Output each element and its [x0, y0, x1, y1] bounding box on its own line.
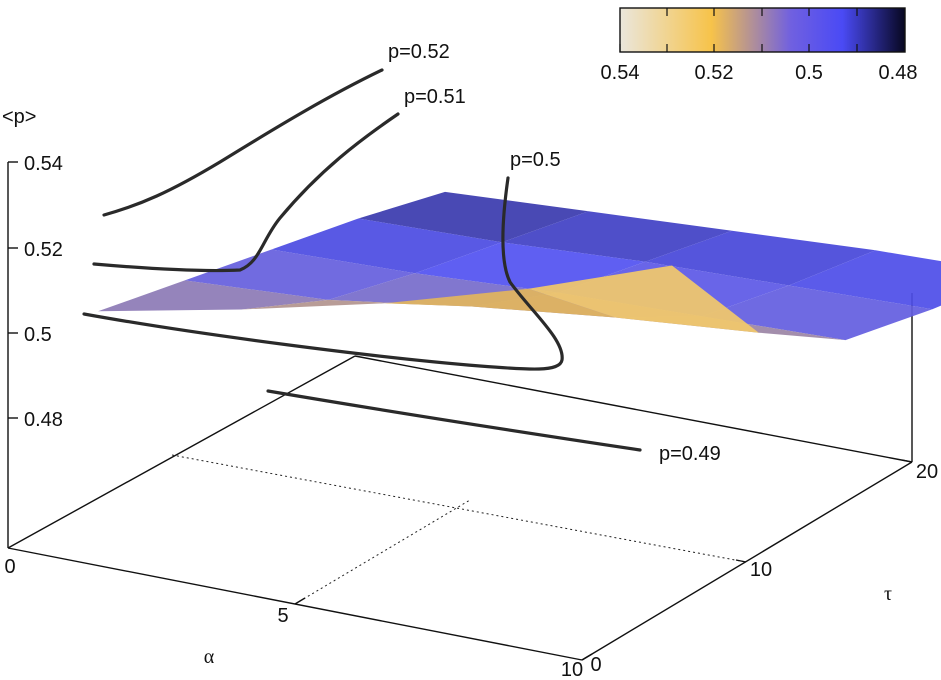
surface-patch — [184, 249, 415, 300]
x-tick — [581, 653, 593, 661]
colorbar: 0.54 0.52 0.5 0.48 — [601, 7, 918, 84]
z-tick-label: 0.48 — [24, 409, 63, 431]
surface-patch — [271, 218, 502, 274]
y-tick-label: 20 — [916, 461, 938, 483]
contour-line-0.5 — [82, 176, 564, 371]
axis-frame — [7, 162, 913, 661]
contour-label-0.5: p=0.5 — [510, 149, 561, 171]
surface-patch — [645, 230, 876, 286]
contour-line-0.52 — [102, 68, 384, 217]
z-tick-label: 0.5 — [24, 324, 52, 346]
y-tick — [901, 459, 913, 463]
colorbar-tick-label: 0.48 — [879, 62, 918, 84]
x-tick-label: 10 — [561, 659, 583, 680]
y-tick — [735, 559, 747, 563]
surface-patch — [358, 191, 589, 243]
z-tick-label: 0.52 — [24, 239, 63, 261]
x-tick-label: 5 — [277, 605, 288, 627]
y-tick-label: 10 — [750, 559, 772, 581]
colorbar-ticks — [619, 8, 858, 52]
y-axis-line — [581, 461, 913, 661]
contour-line-0.51 — [92, 112, 400, 273]
z-tick-label: 0.54 — [24, 153, 63, 175]
contour-label-0.49: p=0.49 — [659, 443, 721, 465]
colorbar-tick-label: 0.5 — [795, 62, 823, 84]
floor-grid — [171, 454, 747, 605]
surface-patch — [98, 280, 329, 312]
contour-lines — [82, 68, 642, 452]
z-axis-title: <p> — [2, 106, 36, 128]
contour-line-0.49 — [266, 389, 642, 452]
y-tick-label: 0 — [590, 654, 601, 676]
surface-patch — [385, 288, 616, 318]
surface-patch — [528, 265, 759, 333]
surface-patch — [788, 250, 941, 310]
colorbar-tick-label: 0.52 — [695, 62, 734, 84]
back-wall-left — [7, 355, 356, 549]
x-axis-title: α — [204, 646, 215, 668]
y-axis-title: τ — [884, 583, 892, 605]
surface-patch — [501, 211, 732, 262]
floor-grid-alpha-5 — [294, 499, 471, 605]
floor-grid-tau-10 — [171, 454, 747, 563]
axis-ticks — [8, 161, 913, 661]
surface-patch — [702, 285, 933, 341]
x-tick-label: 0 — [4, 556, 15, 578]
back-wall-right — [354, 355, 913, 463]
contour-label-0.51: p=0.51 — [404, 86, 466, 108]
contour-label-0.52: p=0.52 — [388, 41, 450, 63]
surface-patches — [98, 191, 941, 341]
colorbar-tick-label: 0.54 — [601, 62, 640, 84]
x-tick — [294, 597, 306, 605]
